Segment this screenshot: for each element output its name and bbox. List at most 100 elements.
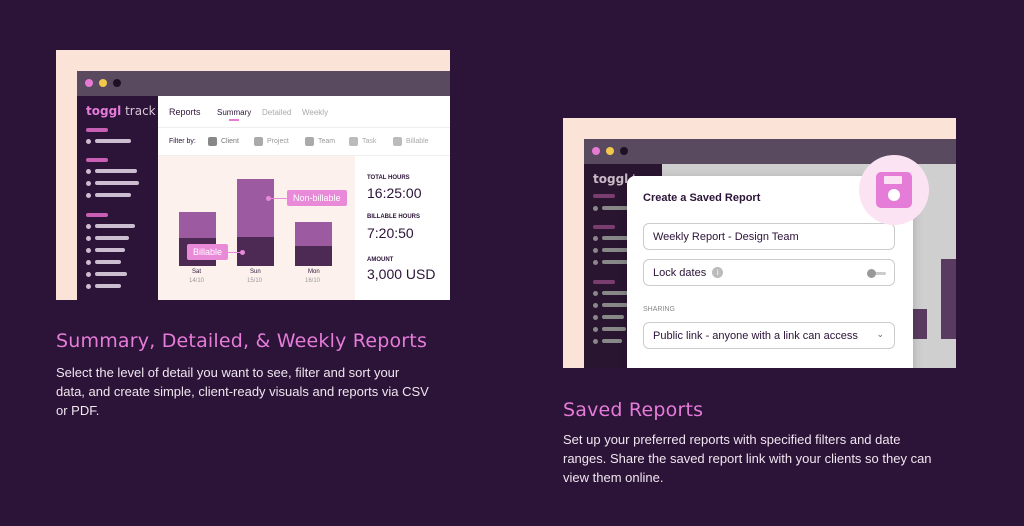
bar-mon [295,222,332,266]
summary-description-line: or PDF. [56,403,100,418]
sidebar-item-label [95,139,131,143]
title-bar [77,71,450,96]
non-billable-tag: Non-billable [287,190,347,206]
filter-client[interactable]: Client [221,138,239,145]
stat-total-label: TOTAL HOURS [367,175,410,181]
sidebar-item-label [602,327,626,331]
team-icon [305,137,314,146]
sidebar-item-label [602,206,630,210]
background-bar [909,309,927,339]
save-icon-label [884,176,902,184]
save-icon [876,172,912,208]
saved-reports-heading: Saved Reports [563,399,704,421]
summary-description-line: data, and create simple, client-ready vi… [56,384,429,399]
sidebar-item-label [95,272,127,276]
report-name-input[interactable]: Weekly Report - Design Team [643,223,895,250]
sidebar: toggl track [77,96,158,300]
lock-dates-toggle[interactable] [867,269,886,278]
tick-sat: Sat [192,269,202,275]
minimize-dot [606,147,614,155]
page-title: Reports [169,107,201,117]
tab-detailed[interactable]: Detailed [262,108,292,117]
sidebar-item[interactable] [86,181,91,186]
tick-sat-date: 14/10 [189,278,205,284]
tab-weekly[interactable]: Weekly [302,108,329,117]
billable-tag: Billable [187,244,229,260]
toggl-track-logo: toggl track [86,104,156,118]
saved-description-line: Set up your preferred reports with speci… [563,432,901,447]
report-name-value: Weekly Report - Design Team [653,230,799,243]
sidebar-item-label [602,303,628,307]
annotation-dot [240,250,245,255]
sidebar-item[interactable] [593,327,598,332]
tick-sun: Sun [250,269,261,275]
sidebar-item-label [602,339,622,343]
stat-billable-label: BILLABLE HOURS [367,214,420,220]
bar-mon-billable [295,246,332,266]
filter-divider [158,155,450,156]
sidebar-item[interactable] [86,224,91,229]
filter-project[interactable]: Project [267,138,289,145]
filter-billable[interactable]: Billable [406,138,429,145]
sidebar-item[interactable] [86,139,91,144]
save-report-dialog: Create a Saved Report Weekly Report - De… [627,176,913,368]
stat-total-value: 16:25:00 [367,185,422,201]
info-icon: i [712,267,724,278]
sidebar-section-marker [86,128,108,132]
stat-amount-value: 3,000 USD [367,266,436,282]
app-window: toggl track Reports Summary Detailed Wee… [77,71,450,300]
active-tab-indicator [229,119,239,121]
saved-reports-preview: toggl tr lable Create a Saved Report Wee… [563,118,956,368]
background-bar [941,259,956,339]
sidebar-item[interactable] [593,291,598,296]
sidebar-item[interactable] [593,303,598,308]
sidebar-item-label [95,260,121,264]
sidebar-item[interactable] [86,248,91,253]
sidebar-item[interactable] [593,260,598,265]
lock-dates-label: Lock dates [653,266,707,279]
sidebar-item[interactable] [86,260,91,265]
stat-amount-label: AMOUNT [367,257,394,263]
sidebar-item-label [95,193,131,197]
filter-team[interactable]: Team [318,138,336,145]
sidebar-item[interactable] [593,236,598,241]
sidebar-item-label [95,224,135,228]
sidebar-item[interactable] [593,206,598,211]
sidebar-item-label [602,315,624,319]
close-dot [85,79,93,87]
sidebar-item-label [95,236,129,240]
toggle-knob [867,269,876,278]
sidebar-item-label [95,248,125,252]
tab-summary[interactable]: Summary [217,108,252,117]
sidebar-item[interactable] [86,236,91,241]
sharing-value: Public link - anyone with a link can acc… [653,329,858,342]
sidebar-item[interactable] [86,272,91,277]
sidebar-item[interactable] [86,284,91,289]
sidebar-item-label [602,291,632,295]
sidebar-item[interactable] [593,339,598,344]
billable-icon [393,137,402,146]
sidebar-item[interactable] [86,193,91,198]
annotation-line [271,198,287,199]
sidebar-section-marker [86,158,108,162]
sidebar-item[interactable] [593,248,598,253]
maximize-dot [113,79,121,87]
sidebar-item-label [95,169,137,173]
summary-reports-heading: Summary, Detailed, & Weekly Reports [56,330,428,352]
sidebar-item[interactable] [86,169,91,174]
task-icon [349,137,358,146]
sharing-select[interactable]: Public link - anyone with a link can acc… [643,322,895,349]
filter-task[interactable]: Task [362,138,377,145]
sidebar-item[interactable] [593,315,598,320]
project-icon [254,137,263,146]
tick-sun-date: 15/10 [247,278,263,284]
sidebar-item-label [95,181,139,185]
save-badge [859,155,929,225]
filter-label: Filter by: [169,138,196,145]
sidebar-section-marker [593,225,615,229]
saved-description-line: view them online. [563,470,664,485]
header-divider [158,127,450,128]
sidebar-item-label [602,260,628,264]
lock-dates-row[interactable]: Lock dates i [643,259,895,286]
chevron-down-icon: ⌄ [876,329,884,339]
